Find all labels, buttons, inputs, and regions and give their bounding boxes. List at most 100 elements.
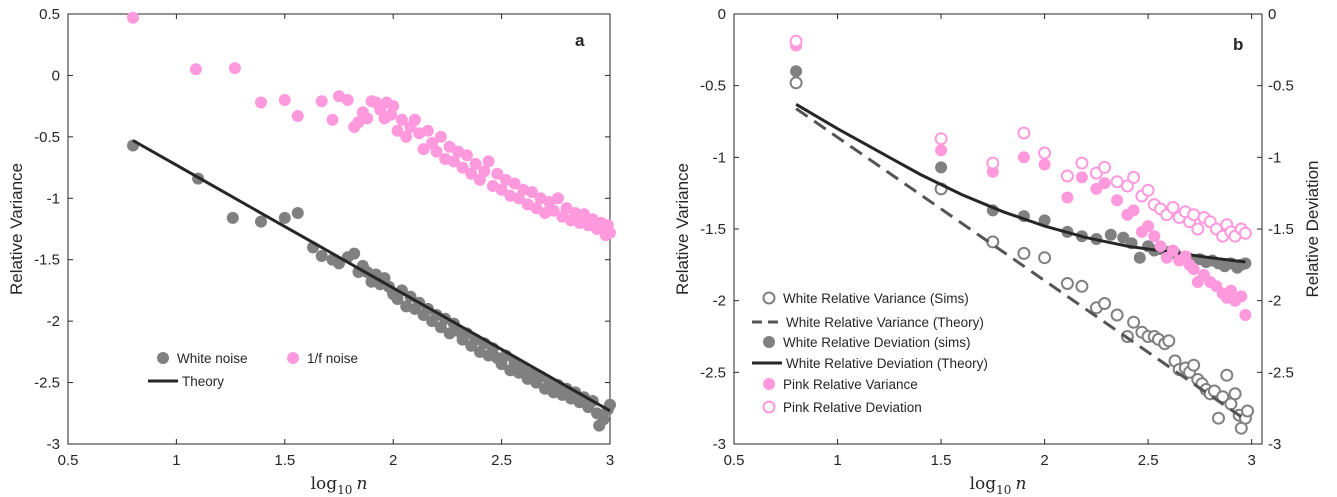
- x-tick-label: 2: [389, 452, 397, 469]
- data-point: [391, 124, 404, 137]
- data-point: [1127, 315, 1141, 329]
- data-point: [387, 100, 400, 113]
- data-point: [935, 144, 948, 157]
- y-tick-label: -0.5: [700, 78, 726, 95]
- x-tick-label: 1.5: [274, 452, 295, 469]
- x-axis-label-main: log: [970, 474, 997, 494]
- data-point: [560, 202, 573, 215]
- data-point: [547, 204, 560, 217]
- data-point: [1111, 194, 1124, 207]
- legend-marker-swatch: [157, 352, 169, 364]
- data-point: [491, 167, 504, 180]
- data-point: [255, 96, 267, 109]
- legend-label: Theory: [182, 374, 224, 389]
- data-point: [986, 156, 1000, 170]
- data-point: [526, 186, 538, 199]
- data-point: [430, 145, 443, 158]
- data-point: [1061, 191, 1074, 204]
- x-tick-label: 1.5: [931, 452, 952, 469]
- x-tick-label: 3: [606, 452, 614, 469]
- x-tick-label: 0.5: [724, 452, 745, 469]
- y-tick-label: -3: [47, 436, 60, 453]
- data-point: [935, 161, 948, 174]
- y-axis-label: Relative Variance: [673, 163, 692, 295]
- data-point: [456, 161, 469, 174]
- data-point: [460, 149, 473, 162]
- data-point: [1220, 368, 1234, 382]
- data-point: [408, 113, 421, 126]
- data-point: [1075, 156, 1089, 170]
- data-point: [1166, 201, 1180, 214]
- data-point: [395, 113, 408, 126]
- x-tick-label: 1: [833, 452, 841, 469]
- y-tick-label: -1.5: [34, 252, 60, 269]
- y-tick-label: -2: [713, 293, 726, 310]
- legend-marker-swatch: [762, 291, 776, 305]
- data-point: [421, 124, 434, 137]
- data-point: [1017, 246, 1031, 260]
- y-tick-label: -3: [713, 436, 726, 453]
- legend-label: White Relative Deviation (Theory): [786, 356, 988, 371]
- data-point: [482, 155, 495, 168]
- data-point: [226, 211, 239, 224]
- data-point: [597, 413, 610, 426]
- data-point: [1127, 170, 1141, 184]
- data-point: [1239, 309, 1252, 321]
- data-point: [341, 94, 354, 106]
- y-tick-label: 0: [52, 67, 60, 84]
- y-right-axis-label: Relative Deviation: [1303, 160, 1322, 297]
- data-point: [1133, 251, 1146, 264]
- y-right-tick-label: 0: [1268, 6, 1276, 23]
- panel-letter: b: [1233, 35, 1243, 54]
- x-axis-label: log10 n: [311, 474, 368, 497]
- data-point: [552, 192, 564, 205]
- data-point: [1162, 334, 1176, 348]
- data-point: [417, 143, 430, 156]
- data-point: [1110, 308, 1124, 322]
- data-point: [1241, 404, 1254, 418]
- data-point: [434, 130, 447, 143]
- y-right-tick-label: -0.5: [1268, 78, 1294, 95]
- data-point: [508, 177, 521, 190]
- data-point: [326, 113, 339, 126]
- data-point: [1017, 126, 1031, 140]
- data-point: [1142, 220, 1155, 233]
- legend-marker-swatch: [762, 400, 776, 414]
- x-tick-label: 2.5: [1138, 452, 1159, 469]
- y-tick-label: 0.5: [39, 6, 60, 23]
- data-point: [1060, 277, 1074, 290]
- data-point: [1075, 279, 1089, 293]
- data-point: [465, 167, 478, 180]
- x-axis-label-subscript: 10: [996, 483, 1011, 497]
- panel-a-chart: 0.5 1 1.5 2 2.5 3 -3 -2.5 -2 -1.5 -1 -0.5 0 0.5 Relati…: [7, 6, 616, 497]
- panel-letter: a: [575, 31, 585, 50]
- y-tick-label: 0: [718, 6, 726, 23]
- data-point: [361, 112, 374, 125]
- data-point: [1167, 244, 1179, 257]
- data-point: [1075, 171, 1088, 184]
- data-point: [278, 211, 291, 224]
- data-point: [315, 250, 328, 262]
- data-point: [400, 130, 413, 143]
- data-point: [1017, 151, 1030, 164]
- legend-label: White noise: [177, 351, 248, 366]
- data-point: [127, 11, 139, 24]
- x-tick-label: 2: [1040, 452, 1048, 469]
- panel-b-chart: 0.5 1 1.5 2 2.5 3 -3 -3 -2.5 -2.5 -2 -2 -1.5 -1.5 -1 -1…: [673, 6, 1322, 497]
- legend-label: White Relative Variance (Sims): [783, 291, 969, 306]
- x-tick-label: 0.5: [58, 452, 79, 469]
- y-right-tick-label: -2.5: [1268, 364, 1294, 381]
- data-point: [1187, 358, 1201, 372]
- legend-label: Pink Relative Variance: [783, 377, 918, 392]
- data-point: [1187, 208, 1201, 222]
- data-point: [469, 157, 482, 170]
- data-point: [1120, 179, 1134, 193]
- y-tick-label: -1: [47, 190, 60, 207]
- y-tick-label: -2: [47, 313, 60, 330]
- legend-marker-swatch: [763, 336, 775, 348]
- data-point: [255, 215, 267, 228]
- y-tick-label: -2.5: [34, 375, 60, 392]
- data-point: [578, 208, 590, 221]
- x-axis-label-variable: n: [1015, 474, 1026, 494]
- data-point: [790, 65, 803, 78]
